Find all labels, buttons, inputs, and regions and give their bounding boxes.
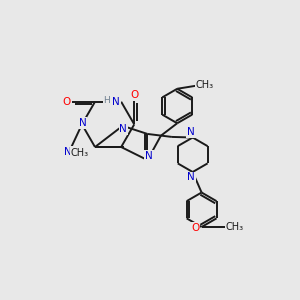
Text: N: N	[187, 127, 195, 137]
Text: N: N	[79, 118, 86, 128]
Text: H: H	[103, 96, 110, 105]
Text: CH₃: CH₃	[226, 222, 244, 232]
Text: N: N	[112, 97, 120, 107]
Text: N: N	[64, 147, 72, 157]
Text: CH₃: CH₃	[196, 80, 214, 90]
Text: O: O	[62, 97, 70, 107]
Text: O: O	[130, 90, 138, 100]
Text: CH₃: CH₃	[70, 148, 88, 158]
Text: N: N	[119, 124, 127, 134]
Text: O: O	[191, 223, 199, 233]
Text: N: N	[145, 151, 153, 161]
Text: N: N	[187, 172, 195, 182]
